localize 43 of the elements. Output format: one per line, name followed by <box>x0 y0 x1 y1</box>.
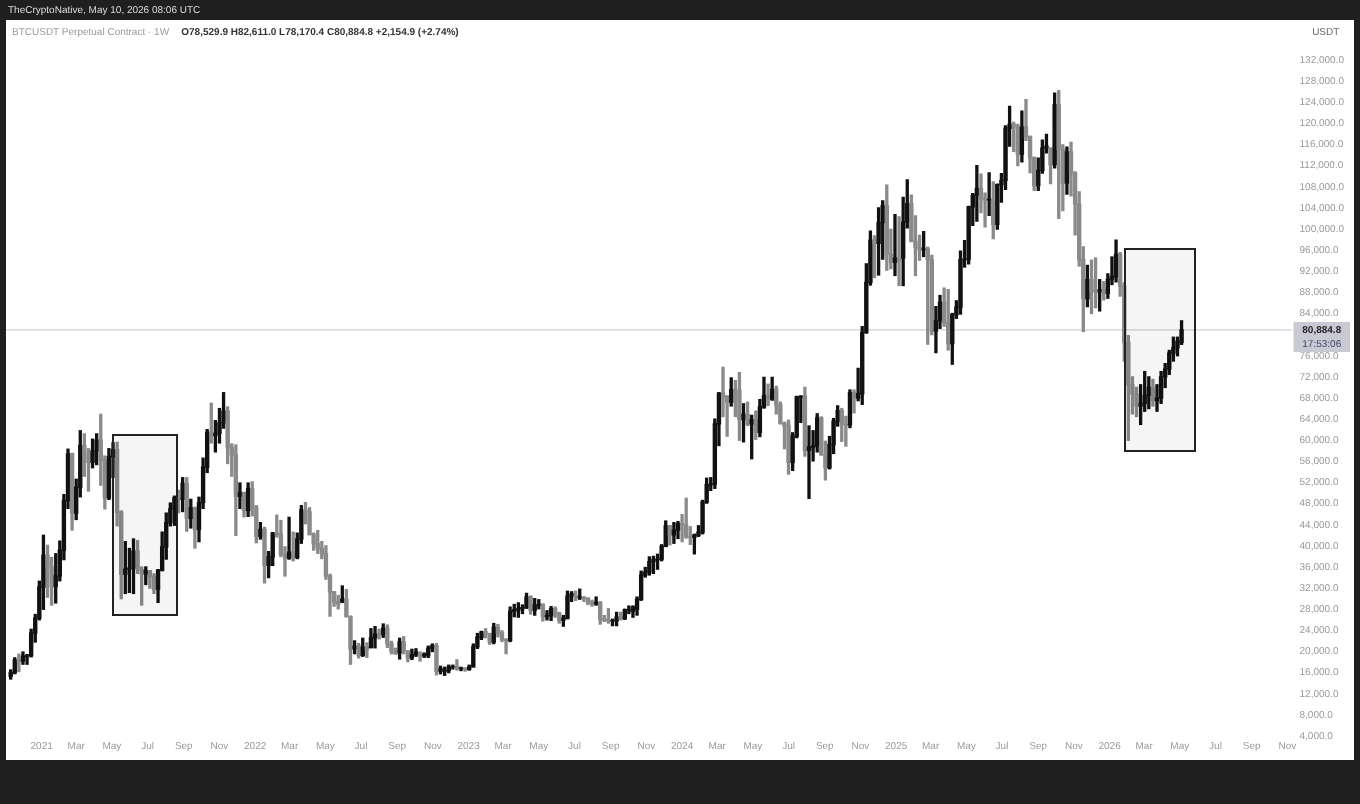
candlestick <box>434 642 439 676</box>
candlestick <box>593 596 599 606</box>
candlestick <box>397 637 402 660</box>
candlestick <box>90 438 95 469</box>
candlestick <box>565 590 570 620</box>
candlestick <box>614 611 619 627</box>
candlestick <box>806 425 812 499</box>
candlestick <box>1093 257 1098 309</box>
candlestick <box>483 628 488 639</box>
candlestick <box>1089 259 1094 315</box>
candlestick <box>352 640 357 655</box>
candlestick <box>610 618 615 627</box>
candlestick <box>896 216 902 287</box>
candlestick <box>479 630 484 641</box>
candlestick <box>786 419 791 475</box>
candlestick <box>172 495 177 526</box>
candlestick <box>606 608 611 624</box>
candlestick <box>1085 264 1090 308</box>
candlestick <box>16 653 22 673</box>
candlestick <box>737 371 742 441</box>
candlestick <box>131 538 136 595</box>
candlestick <box>843 415 849 447</box>
candlestick <box>45 544 50 598</box>
candlestick <box>237 482 243 510</box>
candlestick <box>892 214 898 277</box>
candlestick <box>745 401 750 427</box>
candlestick <box>692 533 697 555</box>
candlestick <box>372 626 378 649</box>
candlestick <box>986 172 992 216</box>
candlestick <box>872 235 877 279</box>
candlestick <box>454 659 460 671</box>
candlestick <box>438 665 443 675</box>
candlestick <box>651 555 656 574</box>
candlestick <box>364 642 370 658</box>
candlestick <box>286 516 292 560</box>
candlestick <box>524 592 529 609</box>
candlestick <box>528 595 533 615</box>
candlestick <box>503 638 509 655</box>
candlestick <box>176 489 181 514</box>
candlestick <box>262 526 267 584</box>
candlestick <box>876 207 881 276</box>
candlestick <box>765 383 771 407</box>
candlestick <box>180 477 185 513</box>
